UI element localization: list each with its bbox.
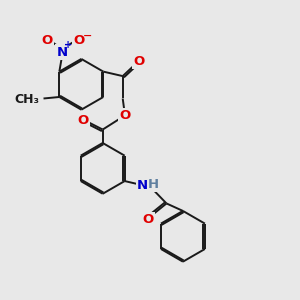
Text: O: O bbox=[73, 34, 84, 47]
Text: H: H bbox=[148, 178, 159, 191]
Text: −: − bbox=[82, 31, 92, 41]
Text: N: N bbox=[57, 46, 68, 59]
Text: O: O bbox=[119, 109, 131, 122]
Text: O: O bbox=[142, 213, 154, 226]
Text: N: N bbox=[137, 179, 148, 192]
Text: CH₃: CH₃ bbox=[14, 94, 39, 106]
Text: O: O bbox=[78, 114, 89, 127]
Text: O: O bbox=[41, 34, 52, 47]
Text: O: O bbox=[134, 55, 145, 68]
Text: +: + bbox=[64, 40, 72, 50]
